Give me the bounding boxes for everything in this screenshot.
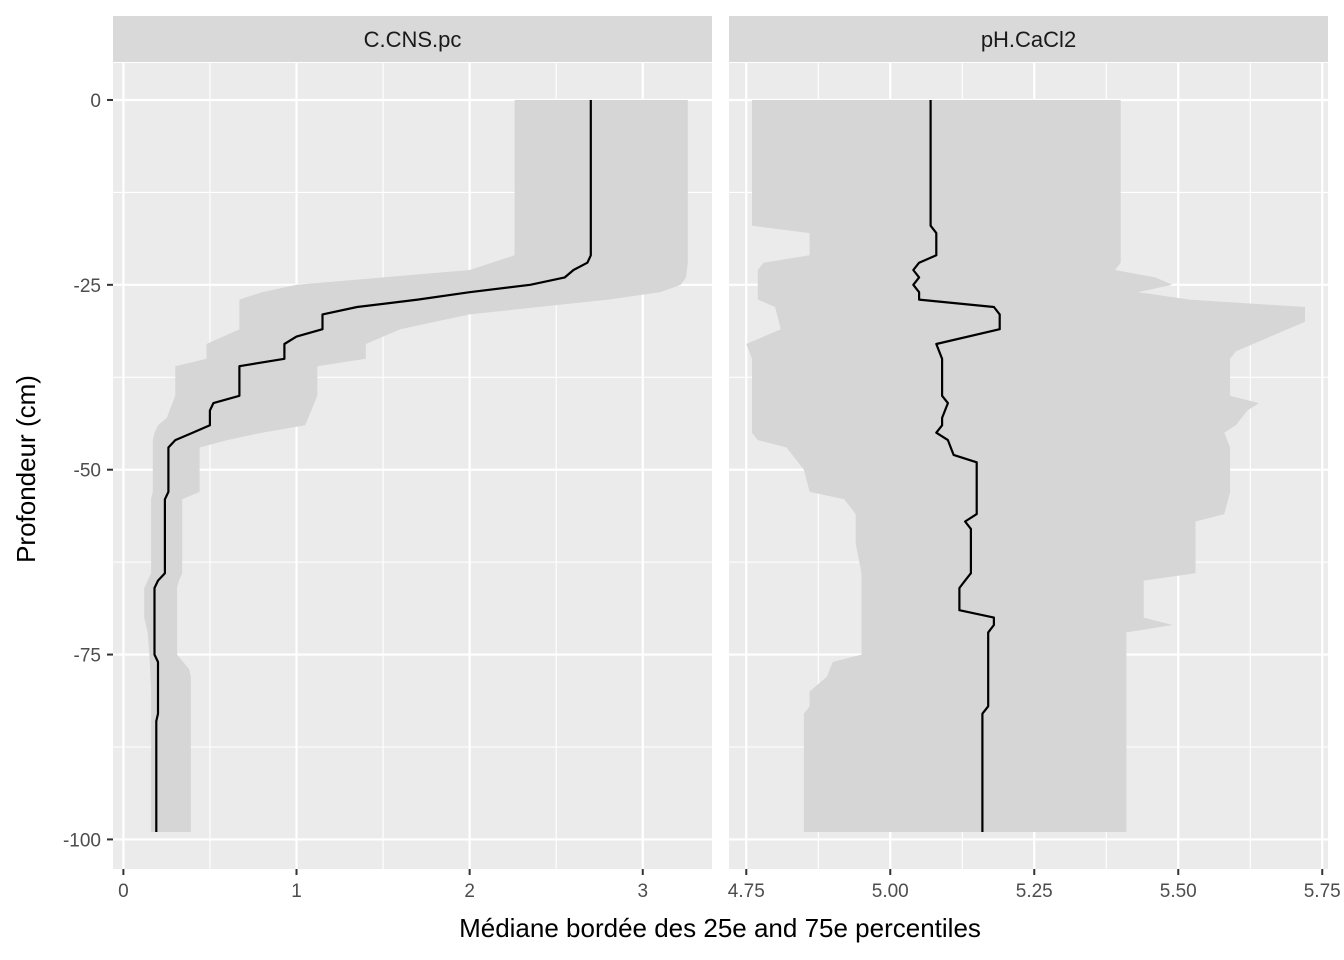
- panel-2: pH.CaCl2 4.75 5.00 5.25 5.50 5.75: [728, 16, 1341, 902]
- y-tick-label: -50: [74, 461, 101, 482]
- x-tick-label: 1: [291, 881, 302, 902]
- percentile-band: [746, 100, 1305, 832]
- facet-strip: [113, 16, 712, 62]
- y-tick-label: 0: [90, 91, 101, 112]
- y-tick-label: -100: [63, 830, 101, 851]
- x-tick-label: 2: [464, 881, 475, 902]
- x-tick-label: 5.00: [872, 881, 909, 902]
- y-axis-title: Profondeur (cm): [11, 375, 41, 563]
- median-line: [912, 100, 1001, 832]
- x-axis-title: Médiane bordée des 25e and 75e percentil…: [459, 913, 981, 943]
- facet-title: C.CNS.pc: [364, 27, 462, 52]
- facet-strip: [729, 16, 1328, 62]
- facet-title: pH.CaCl2: [981, 27, 1076, 52]
- x-tick-label: 3: [637, 881, 648, 902]
- panel-1: C.CNS.pc 0 1 2 3 0 -25 -50 -75 -100: [63, 16, 712, 902]
- panels-layer: C.CNS.pc 0 1 2 3 0 -25 -50 -75 -100 pH.CaCl2 4.75 5.…: [63, 16, 1341, 902]
- x-tick-label: 5.25: [1016, 881, 1053, 902]
- y-tick-label: -25: [74, 276, 101, 297]
- median-line: [153, 100, 592, 832]
- x-tick-label: 5.75: [1304, 881, 1341, 902]
- percentile-band: [144, 100, 688, 832]
- y-tick-label: -75: [74, 646, 101, 667]
- x-tick-label: 0: [118, 881, 129, 902]
- x-tick-label: 4.75: [728, 881, 765, 902]
- x-tick-label: 5.50: [1160, 881, 1197, 902]
